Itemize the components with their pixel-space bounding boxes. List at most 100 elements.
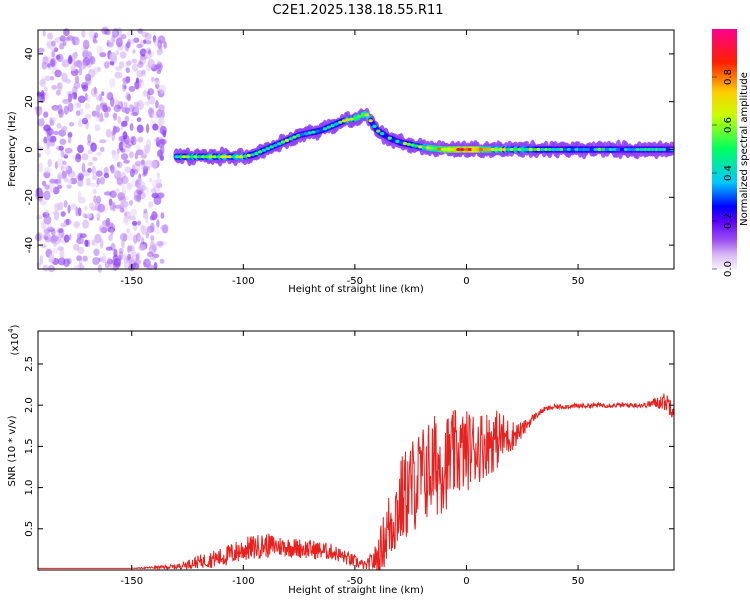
spectrogram-noise-blob [39,79,47,88]
spectrogram-ridge-core [498,147,503,152]
spectrogram-noise-blob [132,234,138,244]
spectrogram-ridge-core [204,155,209,159]
spectrogram-noise-blob [136,259,142,265]
spectrogram-ridge-core [277,142,282,146]
spectrogram-ridge-core [418,145,423,149]
spectrogram-noise-blob [160,212,165,219]
spectrogram-noise-blob [118,251,124,261]
spectrogram-ridge-core [246,153,251,158]
spectrogram-noise-blob [130,111,139,117]
spectrogram-noise-blob [153,79,161,85]
spectrogram-noise-blob [65,79,72,84]
spectrogram-noise-blob [108,52,117,63]
spectrogram-noise-blob [135,144,141,150]
spectrogram-noise-blob [109,190,117,198]
spectrogram-ridge-core [174,155,179,159]
spectrogram-ridge-core [216,155,221,159]
spectrogram-ridge-core [372,124,377,128]
spectrogram-ridge-core [395,139,400,143]
spectrogram-noise-blob [79,264,85,270]
spectrogram-noise-blob [67,170,76,178]
spectrogram-noise-blob [115,37,123,48]
spectrogram-noise-blob [121,185,127,196]
spectrogram-noise-blob [125,76,131,84]
spectrogram-noise-blob [105,92,113,101]
spectrogram-noise-blob [127,39,131,45]
spectrogram-noise-blob [152,35,157,43]
spectrogram-noise-blob [126,41,131,49]
spectrogram-noise-blob [121,239,125,249]
spectrogram-noise-blob [44,147,51,156]
spectrogram-ridge-core [387,136,392,140]
spectrogram-ridge-core [197,155,202,159]
spectrogram-ridge-core [509,147,514,152]
spectrogram-noise-blob [132,220,138,226]
spectrogram-noise-blob [50,138,56,147]
spectrogram-noise-blob [133,80,141,90]
snr-series-line [38,393,675,571]
colorbar-label: Normalized spectral amplitude [739,72,750,226]
spectrogram-ridge-core [501,147,507,152]
snr-y-tick-label: 1.0 [24,480,35,496]
spectrogram-noise-blob [63,200,68,208]
spectrogram-noise-blob [42,180,46,187]
spectrogram-ridge-core [334,122,339,126]
spectrogram-noise-blob [67,102,74,113]
spectrogram-noise-blob [44,167,51,174]
spectrogram-noise-blob [141,153,148,159]
spectrogram-noise-blob [160,240,168,246]
spectrogram-noise-blob [140,57,147,65]
spectrogram-noise-blob [53,47,59,52]
spectrogram-ridge-core [604,147,610,152]
spectrogram-noise-blob [84,92,88,101]
spectrogram-noise-blob [57,228,64,234]
spectrogram-noise-blob [56,202,63,211]
spectrogram-noise-blob [139,185,147,192]
spectrogram-noise-blob [87,133,92,144]
spectrogram-noise-blob [44,235,48,240]
spectrogram-noise-blob [41,76,45,85]
spectrogram-ridge-core [631,147,636,152]
spectrogram-noise-blob [53,130,60,136]
spectrogram-ridge-core [280,140,286,144]
spectrogram-x-ticks: -150 -100 -50 0 50 [120,30,584,287]
snr-y-tick-label: 2.5 [24,356,35,372]
spectrogram-ridge-core [399,141,404,145]
spectrogram-noise-blob [51,116,58,122]
spectrogram-noise-blob [51,84,58,90]
spectrogram-ridge-core [200,155,206,159]
spectrogram-noise-blob [132,106,140,116]
spectrogram-noise-blob [51,50,56,58]
snr-multiplier-close: ) [10,324,21,328]
spectrogram-noise-blob [50,44,57,52]
spectrogram-noise-blob [49,117,53,126]
spectrogram-noise-blob [111,151,120,161]
spectrogram-noise-blob [137,136,144,143]
spectrogram-ridge-core [414,144,419,148]
spectrogram-noise-blob [131,178,139,188]
spectrogram-ridge-core [559,147,564,152]
spectrogram-noise-blob [40,117,45,127]
spectrogram-ridge-core [391,138,396,142]
spectrogram-noise-blob [149,255,157,261]
spectrogram-noise-blob [118,196,127,202]
spectrogram-noise-blob [142,210,149,220]
spectrogram-ridge-core [486,147,491,152]
spectrogram-noise-blob [146,90,151,100]
spectrogram-noise-blob [74,75,80,84]
spectrogram-noise-blob [82,219,89,229]
spectrogram-noise-blob [90,142,97,152]
spectrogram-panel: -150 -100 -50 0 50 -40 -20 0 20 40 Height of str… [7,26,675,295]
spectrogram-noise-blob [72,39,76,45]
spectrogram-noise-blob [39,255,43,265]
spectrogram-noise-blob [63,28,70,37]
spectrogram-noise-blob [96,177,101,185]
spectrogram-noise-blob [121,171,126,180]
spectrogram-noise-blob [132,49,136,54]
snr-y-label: SNR (10 * v/v) [7,415,18,486]
spectrogram-ridge-core [646,147,652,152]
spectrogram-noise-blob [123,215,129,224]
spectrogram-noise-blob [123,211,128,217]
spectrogram-noise-blob [136,43,143,49]
spectrogram-ridge-core [368,119,373,123]
